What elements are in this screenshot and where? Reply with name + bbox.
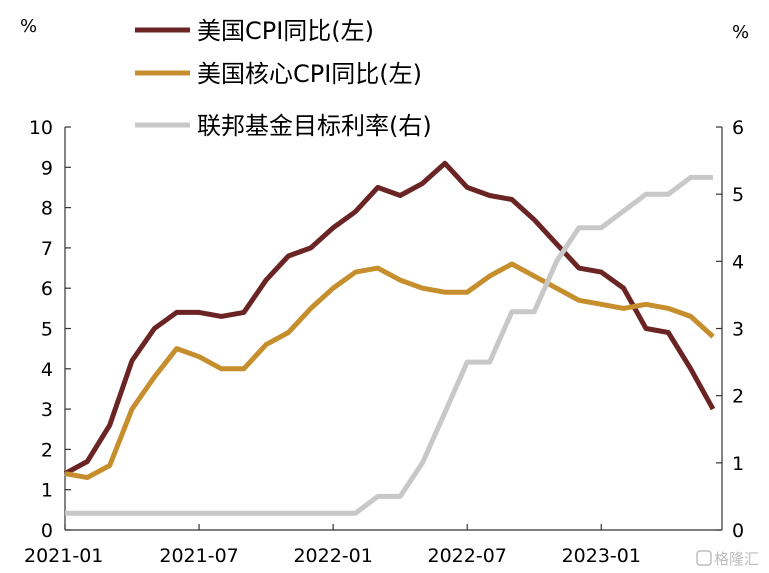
left-tick-label: 7 xyxy=(41,238,53,260)
left-tick-label: 3 xyxy=(41,399,53,421)
left-tick-label: 4 xyxy=(41,359,53,381)
x-tick-label: 2021-07 xyxy=(159,545,238,567)
watermark: 格隆汇 xyxy=(696,550,759,568)
watermark-text: 格隆汇 xyxy=(714,550,759,568)
left-tick-label: 0 xyxy=(41,520,53,542)
left-tick-label: 5 xyxy=(41,319,53,341)
x-tick-label: 2021-01 xyxy=(24,545,103,567)
left-tick-label: 9 xyxy=(41,157,53,179)
series-group xyxy=(63,160,716,516)
right-tick-label: 3 xyxy=(732,319,744,341)
legend-label-3: 联邦基金目标利率(右) xyxy=(197,112,432,140)
left-tick-label: 6 xyxy=(41,278,53,300)
legend-label-2: 美国核心CPI同比(左) xyxy=(197,60,422,88)
x-tick-label: 2022-01 xyxy=(293,545,372,567)
left-tick-label: 10 xyxy=(29,117,53,139)
left-tick-label: 8 xyxy=(41,198,53,220)
series-line-1 xyxy=(63,160,716,476)
left-axis-unit: % xyxy=(20,16,37,37)
right-tick-label: 1 xyxy=(732,453,744,475)
series-line-3 xyxy=(65,174,713,516)
watermark-logo-icon xyxy=(696,550,712,566)
right-tick-label: 6 xyxy=(732,117,744,139)
right-tick-label: 0 xyxy=(732,520,744,542)
legend: 美国CPI同比(左) 美国核心CPI同比(左) 联邦基金目标利率(右) xyxy=(135,17,432,140)
right-tick-label: 4 xyxy=(732,251,744,273)
x-tick-label: 2022-07 xyxy=(428,545,507,567)
left-tick-label: 1 xyxy=(41,480,53,502)
x-tick-label: 2023-01 xyxy=(562,545,641,567)
right-axis-unit: % xyxy=(732,22,749,43)
axes: 0 1 2 3 4 5 6 7 8 9 10 0 1 2 3 4 5 6 2021-01 2021-07 2022-01… xyxy=(24,117,744,567)
left-tick-label: 2 xyxy=(41,439,53,461)
right-tick-label: 2 xyxy=(732,386,744,408)
right-tick-label: 5 xyxy=(732,184,744,206)
series-line-2 xyxy=(64,261,715,481)
legend-label-1: 美国CPI同比(左) xyxy=(197,17,374,45)
